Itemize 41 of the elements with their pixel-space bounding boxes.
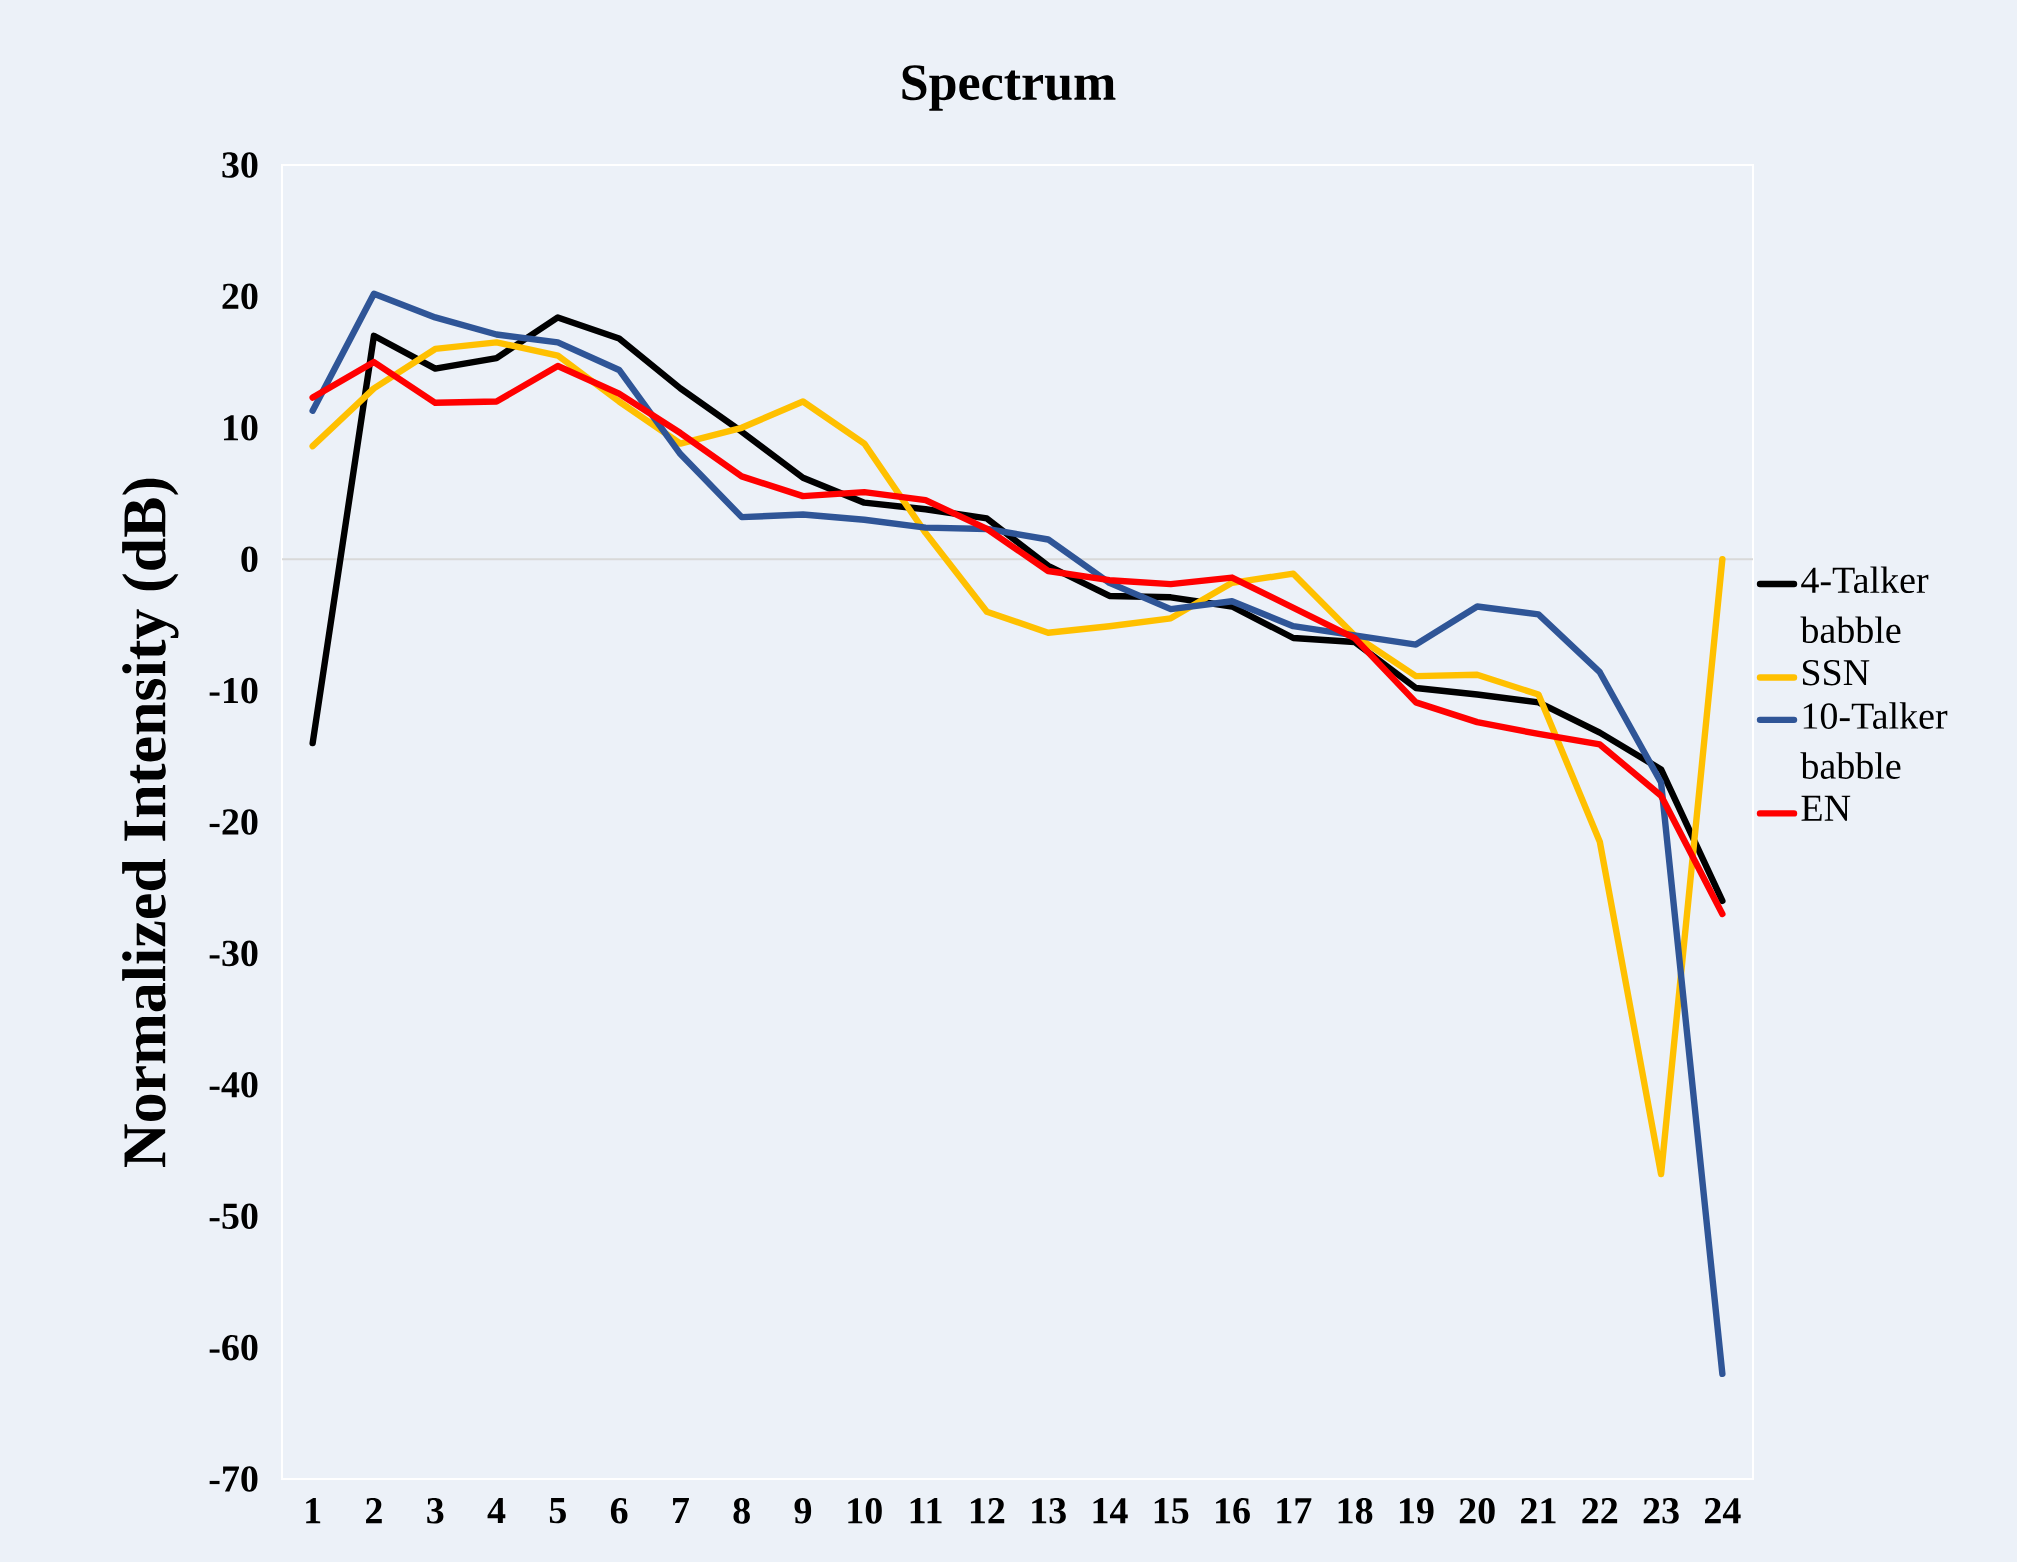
x-tick-label: 6 bbox=[610, 1498, 628, 1524]
y-tick-label: -10 bbox=[209, 677, 258, 704]
x-tick-label: 8 bbox=[733, 1498, 750, 1524]
x-tick-label: 5 bbox=[549, 1498, 566, 1524]
x-tick-label: 3 bbox=[427, 1498, 444, 1524]
y-tick-label: -40 bbox=[209, 1071, 258, 1098]
x-tick-label: 23 bbox=[1643, 1498, 1679, 1524]
x-tick-label: 17 bbox=[1277, 1498, 1312, 1524]
x-tick-label: 18 bbox=[1338, 1498, 1373, 1524]
legend-label: EN bbox=[1801, 795, 1851, 821]
x-tick-label: 4 bbox=[487, 1498, 506, 1524]
x-tick-label: 15 bbox=[1154, 1498, 1189, 1524]
y-tick-label: -30 bbox=[209, 940, 258, 967]
legend-label: SSN bbox=[1802, 659, 1870, 686]
x-tick-label: 11 bbox=[910, 1498, 942, 1524]
y-tick-label: 30 bbox=[222, 152, 258, 178]
x-tick-label: 2 bbox=[366, 1498, 382, 1524]
x-tick-label: 22 bbox=[1582, 1498, 1618, 1524]
legend-label: 4-Talker babble bbox=[1800, 566, 1929, 644]
y-tick-label: 10 bbox=[223, 414, 258, 441]
y-tick-label: -50 bbox=[209, 1203, 258, 1230]
y-tick-label: -60 bbox=[209, 1334, 258, 1361]
x-tick-label: 20 bbox=[1459, 1498, 1495, 1524]
y-axis-title: Normalized Intensity (dB) bbox=[122, 478, 179, 1167]
x-tick-label: 9 bbox=[794, 1498, 812, 1524]
x-tick-label: 12 bbox=[970, 1498, 1005, 1524]
y-tick-label: -70 bbox=[209, 1466, 258, 1492]
x-tick-label: 14 bbox=[1093, 1498, 1128, 1524]
x-tick-label: 24 bbox=[1704, 1498, 1741, 1524]
x-tick-label: 16 bbox=[1216, 1498, 1250, 1524]
x-tick-label: 7 bbox=[673, 1498, 689, 1523]
x-tick-label: 1 bbox=[306, 1498, 321, 1524]
x-tick-label: 21 bbox=[1521, 1498, 1556, 1524]
legend-label: 10-Talker babble bbox=[1800, 702, 1948, 779]
y-tick-label: 20 bbox=[222, 283, 258, 310]
y-tick-label: 0 bbox=[241, 546, 258, 573]
x-tick-label: 19 bbox=[1399, 1498, 1434, 1524]
x-tick-label: 10 bbox=[848, 1498, 882, 1524]
y-tick-label: -20 bbox=[209, 809, 258, 835]
x-tick-label: 13 bbox=[1032, 1498, 1066, 1524]
chart-title: Spectrum bbox=[902, 65, 1116, 111]
